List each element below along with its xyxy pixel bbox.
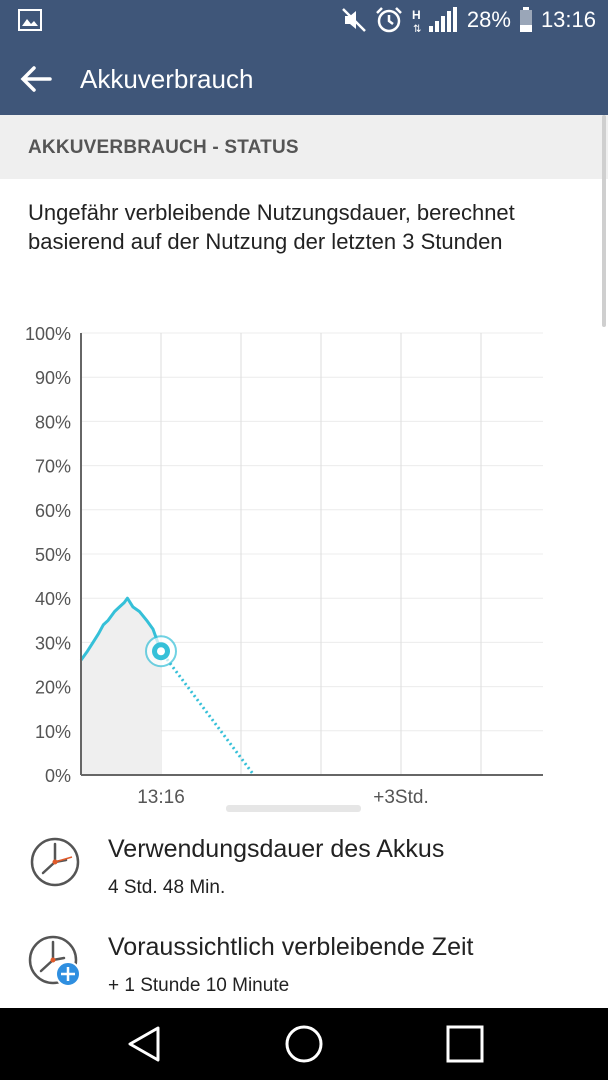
battery-percent: 28% [466,7,511,32]
remaining-time-title: Voraussichtlich verbleibende Zeit [108,933,474,961]
y-tick-label: 90% [35,368,71,388]
chart-scroll-indicator[interactable] [226,805,361,812]
app-bar: Akkuverbrauch [0,40,608,115]
current-point-center [157,647,165,656]
clock-time: 13:16 [540,7,596,32]
battery-icon [519,7,532,32]
history-line [79,596,163,661]
x-tick-label: +3Std. [373,787,428,808]
description-text: Ungefähr verbleibende Nutzungsdauer, ber… [28,200,515,254]
page-title: Akkuverbrauch [80,64,254,94]
y-tick-label: 70% [35,457,71,477]
status-bar: H ⇅ 28% 13:16 [0,0,608,40]
back-nav-icon[interactable] [122,1022,166,1066]
svg-text:H: H [412,8,421,22]
y-tick-label: 50% [35,545,71,565]
y-tick-label: 0% [45,766,71,786]
y-tick-label: 10% [35,722,71,742]
projection-line [159,650,256,776]
x-tick-label: 13:16 [137,787,185,808]
remaining-time-value: + 1 Stunde 10 Minute [108,975,290,996]
section-header-label: AKKUVERBRAUCH - STATUS [28,137,299,158]
info-row-remaining-time[interactable]: Voraussichtlich verbleibende Zeit + 1 St… [0,933,608,1023]
usage-duration-value: 4 Std. 48 Min. [108,877,226,898]
svg-text:⇅: ⇅ [413,24,421,34]
navigation-bar [0,1008,608,1080]
back-arrow-icon[interactable] [18,61,54,97]
scrollbar[interactable] [602,115,606,327]
y-tick-label: 80% [35,412,71,432]
battery-chart: 100% 90% 80% 70% 60% 50% 40% 30% 20% 10% 0% 13:16 +3… [25,324,543,812]
recents-nav-icon[interactable] [443,1022,487,1066]
y-tick-label: 60% [35,501,71,521]
clock-icon [30,837,80,887]
section-header: AKKUVERBRAUCH - STATUS [0,115,608,179]
mute-icon [342,8,366,32]
info-row-usage-duration[interactable]: Verwendungsdauer des Akkus 4 Std. 48 Min… [0,835,608,925]
usage-duration-title: Verwendungsdauer des Akkus [108,835,445,863]
gallery-notification-icon [18,9,42,31]
alarm-icon [376,7,402,33]
y-tick-label: 100% [25,324,71,344]
hsdpa-signal-icon: H ⇅ [412,7,457,34]
home-nav-icon[interactable] [282,1022,326,1066]
y-tick-label: 40% [35,589,71,609]
history-area [81,598,161,775]
clock-plus-icon [28,935,81,987]
y-tick-label: 20% [35,678,71,698]
y-tick-label: 30% [35,633,71,653]
